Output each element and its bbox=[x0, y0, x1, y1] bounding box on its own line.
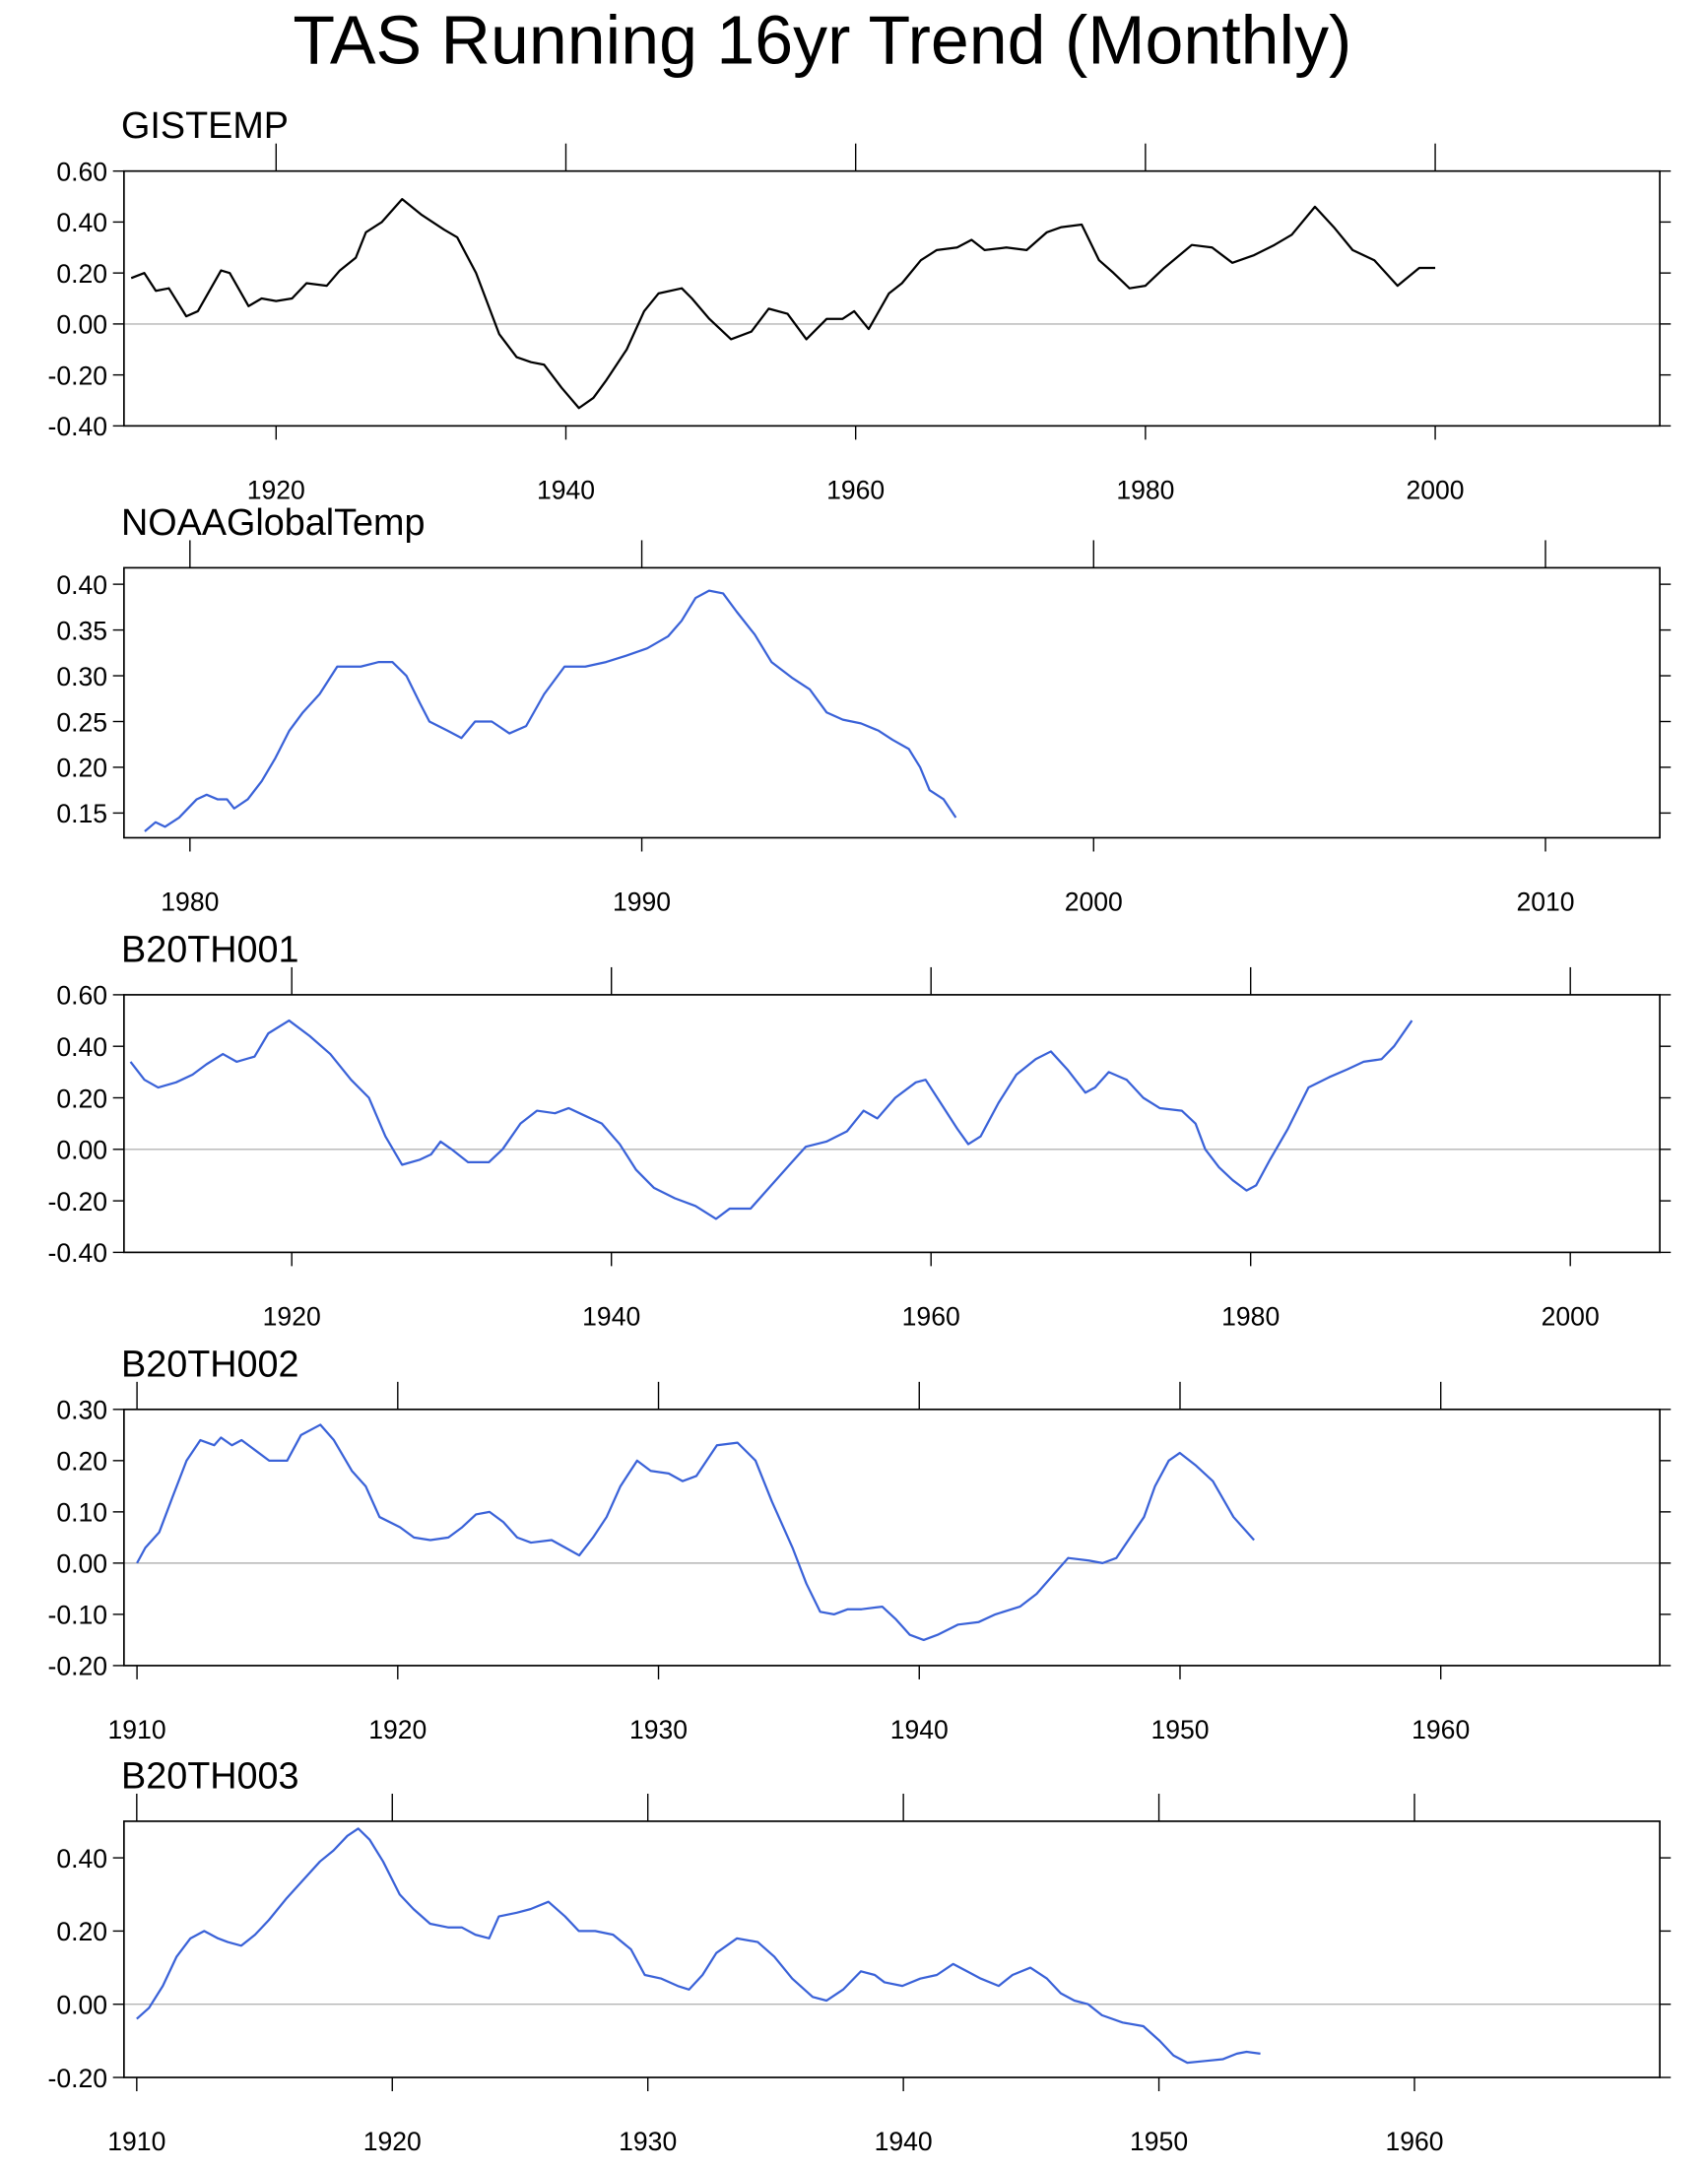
x-tick-label: 2000 bbox=[1407, 475, 1465, 504]
y-tick-label: -0.20 bbox=[48, 361, 108, 390]
y-tick-label: 0.25 bbox=[56, 707, 107, 737]
y-tick-label: 0.15 bbox=[56, 799, 107, 828]
x-tick-label: 1980 bbox=[1116, 475, 1174, 504]
y-tick-label: -0.40 bbox=[48, 412, 108, 441]
x-tick-label: 1960 bbox=[902, 1302, 960, 1332]
panel-title: B20TH001 bbox=[121, 928, 298, 969]
y-tick-label: 0.20 bbox=[56, 754, 107, 783]
x-tick-label: 2000 bbox=[1542, 1302, 1600, 1332]
plot-frame bbox=[123, 994, 1661, 1254]
y-tick-label: 0.20 bbox=[56, 259, 107, 289]
y-tick-label: 0.30 bbox=[56, 1396, 107, 1425]
data-line bbox=[144, 589, 957, 832]
y-tick-label: 0.35 bbox=[56, 616, 107, 645]
x-tick-label: 1920 bbox=[263, 1302, 321, 1332]
x-tick-label: 1910 bbox=[107, 2127, 165, 2156]
y-tick-label: -0.20 bbox=[48, 2064, 108, 2093]
panel-title: B20TH002 bbox=[121, 1343, 298, 1384]
y-tick-label: -0.10 bbox=[48, 1601, 108, 1630]
data-line bbox=[130, 198, 1436, 410]
x-tick-label: 1950 bbox=[1130, 2127, 1188, 2156]
x-tick-label: 1960 bbox=[826, 475, 885, 504]
x-tick-label: 2010 bbox=[1516, 888, 1574, 917]
x-tick-label: 1980 bbox=[1221, 1302, 1280, 1332]
y-tick-label: 0.40 bbox=[56, 1844, 107, 1874]
data-line bbox=[129, 1019, 1413, 1220]
y-tick-label: 0.00 bbox=[56, 1549, 107, 1579]
x-tick-label: 2000 bbox=[1065, 888, 1123, 917]
x-tick-label: 1950 bbox=[1150, 1715, 1209, 1744]
x-tick-label: 1930 bbox=[629, 1715, 688, 1744]
x-tick-label: 1960 bbox=[1385, 2127, 1443, 2156]
x-tick-label: 1920 bbox=[247, 475, 305, 504]
y-tick-label: 0.00 bbox=[56, 1136, 107, 1165]
plot-frame bbox=[123, 169, 1661, 427]
y-tick-label: 0.40 bbox=[56, 570, 107, 600]
y-tick-label: 0.20 bbox=[56, 1447, 107, 1477]
plot-frame bbox=[123, 1408, 1661, 1667]
y-tick-label: -0.40 bbox=[48, 1238, 108, 1268]
y-tick-label: -0.20 bbox=[48, 1187, 108, 1217]
y-tick-label: 0.60 bbox=[56, 981, 107, 1011]
x-tick-label: 1920 bbox=[368, 1715, 427, 1744]
data-line bbox=[136, 1423, 1255, 1642]
plot-frame bbox=[123, 566, 1661, 839]
y-tick-label: 0.00 bbox=[56, 1991, 107, 2020]
y-tick-label: 0.20 bbox=[56, 1917, 107, 1946]
x-tick-label: 1990 bbox=[613, 888, 671, 917]
x-tick-label: 1930 bbox=[619, 2127, 677, 2156]
y-tick-label: 0.00 bbox=[56, 310, 107, 340]
chart-title: TAS Running 16yr Trend (Monthly) bbox=[293, 2, 1351, 79]
x-tick-label: 1940 bbox=[890, 1715, 949, 1744]
x-tick-label: 1910 bbox=[108, 1715, 166, 1744]
x-tick-label: 1940 bbox=[875, 2127, 933, 2156]
x-tick-label: 1940 bbox=[582, 1302, 640, 1332]
panel-title: B20TH003 bbox=[121, 1754, 298, 1796]
y-tick-label: 0.30 bbox=[56, 662, 107, 691]
plot-frame bbox=[123, 1820, 1661, 2078]
y-tick-label: 0.20 bbox=[56, 1084, 107, 1113]
y-tick-label: 0.40 bbox=[56, 1032, 107, 1062]
y-tick-label: 0.10 bbox=[56, 1498, 107, 1528]
y-tick-label: 0.60 bbox=[56, 157, 107, 186]
x-tick-label: 1940 bbox=[537, 475, 595, 504]
x-tick-label: 1960 bbox=[1412, 1715, 1470, 1744]
panel-title: NOAAGlobalTemp bbox=[121, 501, 425, 543]
panel-title: GISTEMP bbox=[121, 104, 289, 146]
y-tick-label: 0.40 bbox=[56, 208, 107, 237]
data-line bbox=[136, 1827, 1261, 2065]
y-tick-label: -0.20 bbox=[48, 1652, 108, 1681]
x-tick-label: 1980 bbox=[161, 888, 219, 917]
x-tick-label: 1920 bbox=[363, 2127, 422, 2156]
